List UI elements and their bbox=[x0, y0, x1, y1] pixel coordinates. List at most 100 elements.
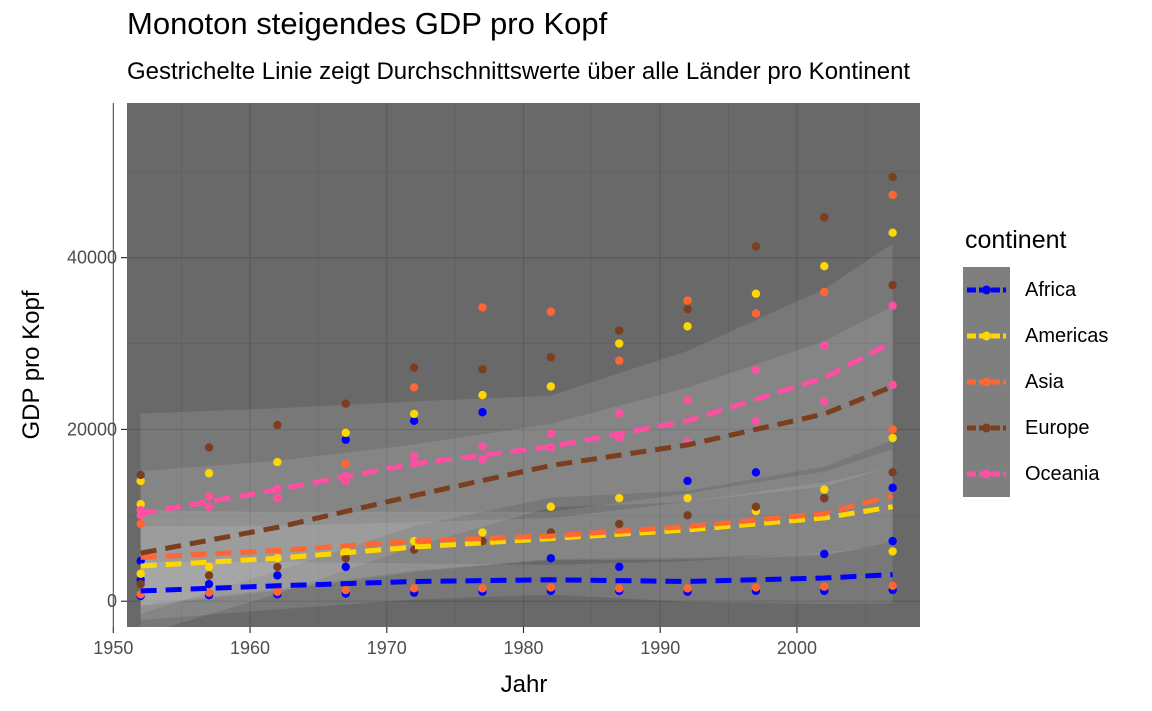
trend-lines bbox=[140, 339, 894, 594]
legend: continent Africa Americas Asia Europe Oceani… bbox=[963, 226, 1108, 497]
data-point bbox=[478, 584, 487, 593]
data-point bbox=[888, 483, 897, 493]
data-point bbox=[546, 382, 556, 391]
data-point bbox=[409, 383, 419, 392]
data-point bbox=[273, 493, 282, 503]
data-point bbox=[751, 583, 761, 592]
x-tick-label: 1970 bbox=[367, 638, 407, 658]
data-point bbox=[683, 396, 692, 405]
x-tick-label: 1980 bbox=[503, 638, 543, 658]
data-point bbox=[409, 416, 419, 426]
data-point bbox=[683, 511, 692, 520]
legend-item-africa: Africa bbox=[963, 267, 1076, 313]
data-point bbox=[478, 455, 487, 464]
data-point bbox=[820, 341, 829, 350]
legend-label: Europe bbox=[1025, 417, 1090, 439]
data-point bbox=[888, 380, 897, 389]
data-point bbox=[478, 365, 487, 374]
data-point bbox=[683, 476, 692, 486]
data-point bbox=[478, 408, 487, 417]
data-point bbox=[136, 569, 145, 578]
data-point bbox=[820, 549, 829, 559]
x-tick-label: 1990 bbox=[640, 638, 680, 658]
y-tick-label: 20000 bbox=[67, 419, 117, 439]
legend-key bbox=[963, 313, 1010, 359]
x-axis-title: Jahr bbox=[501, 671, 548, 698]
chart-title: Monoton steigendes GDP pro Kopf bbox=[127, 6, 608, 41]
legend-keys: Africa Americas Asia Europe Oceania bbox=[963, 267, 1108, 497]
chart-subtitle: Gestrichelte Linie zeigt Durchschnittswe… bbox=[127, 58, 911, 85]
data-point bbox=[204, 588, 214, 597]
data-point bbox=[478, 442, 487, 451]
data-point bbox=[409, 409, 419, 419]
data-point bbox=[615, 562, 624, 572]
data-point bbox=[888, 301, 897, 310]
data-point bbox=[683, 493, 692, 503]
data-point bbox=[888, 547, 897, 556]
data-point bbox=[341, 562, 350, 572]
x-tick-label: 2000 bbox=[777, 638, 817, 658]
data-point bbox=[615, 356, 624, 365]
data-point bbox=[204, 562, 214, 572]
data-point bbox=[478, 303, 487, 312]
data-point bbox=[888, 468, 897, 477]
confidence-band-asia bbox=[140, 449, 893, 605]
data-point bbox=[888, 425, 897, 434]
data-point bbox=[615, 408, 624, 418]
data-point bbox=[136, 470, 145, 480]
confidence-band-africa bbox=[140, 546, 893, 621]
data-point bbox=[341, 435, 350, 444]
data-point bbox=[683, 584, 692, 593]
legend-key bbox=[963, 405, 1010, 451]
data-point bbox=[409, 451, 419, 461]
data-point bbox=[478, 528, 487, 537]
data-point bbox=[546, 554, 556, 563]
data-point bbox=[273, 562, 282, 572]
data-point bbox=[273, 457, 282, 467]
data-point bbox=[820, 397, 829, 407]
data-point bbox=[615, 493, 624, 503]
trend-line-europe bbox=[140, 384, 894, 556]
data-point bbox=[204, 469, 214, 478]
data-point bbox=[546, 353, 556, 362]
legend-label: Africa bbox=[1025, 279, 1077, 301]
confidence-band-oceania bbox=[140, 243, 893, 614]
data-point bbox=[751, 416, 761, 426]
y-tick-label: 0 bbox=[107, 591, 117, 611]
data-point bbox=[204, 502, 214, 511]
data-points bbox=[136, 172, 897, 601]
trend-line-asia bbox=[140, 493, 894, 560]
data-point bbox=[683, 322, 692, 331]
data-point bbox=[751, 468, 761, 477]
data-point bbox=[546, 307, 556, 316]
data-point bbox=[273, 587, 282, 596]
data-point bbox=[888, 581, 897, 590]
legend-label: Americas bbox=[1025, 325, 1109, 347]
data-point bbox=[136, 499, 145, 509]
data-point bbox=[273, 420, 282, 430]
data-point bbox=[820, 485, 829, 494]
data-point bbox=[341, 428, 350, 438]
data-point bbox=[683, 296, 692, 305]
data-point bbox=[751, 309, 761, 318]
data-point bbox=[409, 363, 419, 372]
legend-key bbox=[963, 451, 1010, 497]
data-point bbox=[546, 429, 556, 438]
legend-item-americas: Americas bbox=[963, 313, 1108, 359]
data-point bbox=[478, 390, 487, 400]
data-point bbox=[888, 536, 897, 546]
data-point bbox=[273, 571, 282, 580]
data-point bbox=[615, 584, 624, 593]
legend-key bbox=[963, 359, 1010, 405]
data-point bbox=[136, 476, 145, 486]
legend-title: continent bbox=[965, 226, 1067, 254]
legend-item-oceania: Oceania bbox=[963, 451, 1100, 497]
data-point bbox=[341, 585, 350, 595]
y-axis-title: GDP pro Kopf bbox=[18, 290, 45, 439]
data-point bbox=[683, 304, 692, 314]
data-point bbox=[136, 519, 145, 529]
data-point bbox=[888, 190, 897, 200]
data-point bbox=[751, 242, 761, 251]
